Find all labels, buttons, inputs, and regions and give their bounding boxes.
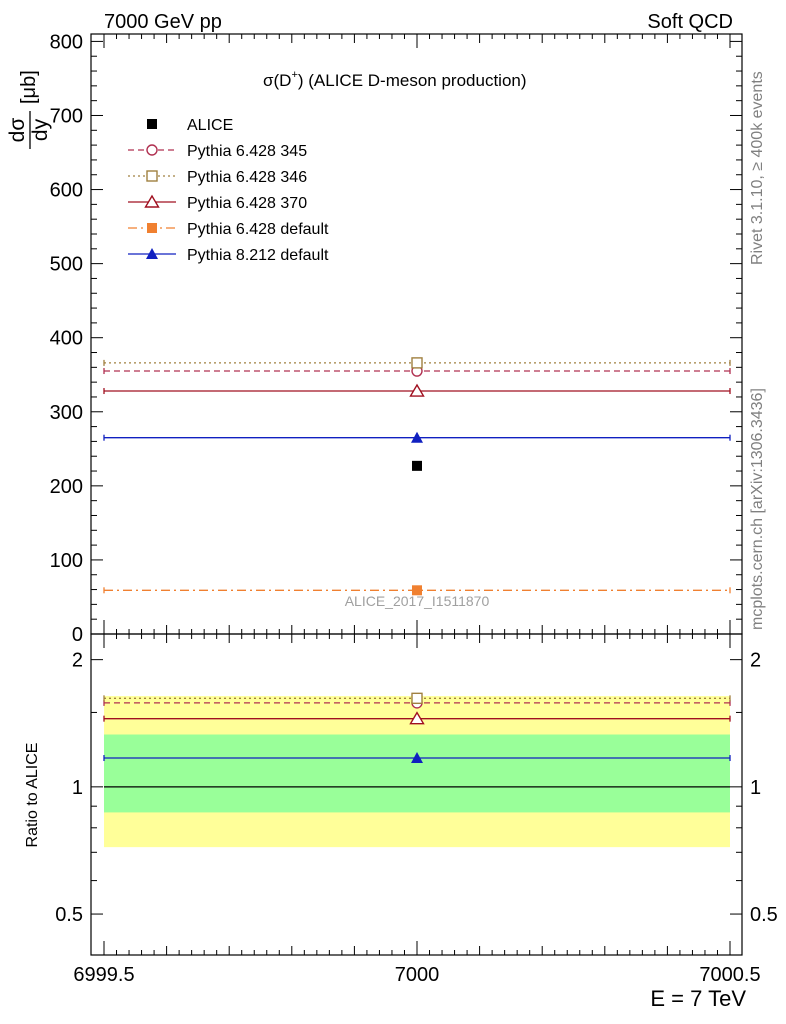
legend-marker-pythia-6-428-346	[146, 170, 158, 182]
header-left: 7000 GeV pp	[104, 11, 222, 33]
ratio-xtick-label: 6999.5	[73, 964, 134, 986]
legend-label-pythia-8-212-default: Pythia 8.212 default	[187, 247, 329, 264]
legend-label-pythia-6-428-346: Pythia 6.428 346	[187, 169, 307, 186]
legend-label-alice: ALICE	[187, 117, 233, 134]
ratio-series	[103, 692, 731, 788]
main-ytick-label: 100	[50, 550, 83, 572]
legend-marker-pythia-6-428-default	[147, 223, 157, 233]
ratio-ytick-label-left: 1	[72, 777, 83, 799]
ratio-ylabel: Ratio to ALICE	[24, 743, 41, 848]
legend-marker-alice	[147, 119, 157, 129]
legend-label-pythia-6-428-345: Pythia 6.428 345	[187, 143, 307, 160]
main-ytick-label: 400	[50, 328, 83, 350]
main-ytick-label: 300	[50, 402, 83, 424]
ratio-xtick-label: 7000.5	[699, 964, 760, 986]
mcplots-label: mcplots.cern.ch [arXiv:1306.3436]	[749, 388, 766, 630]
ylabel-numerator: dσ	[6, 118, 29, 143]
band-alice-statistical-uncertainty	[104, 734, 730, 813]
ratio-axes: 0.5 0.5 1 1 2 2 6999.5 7000 7000.5	[55, 633, 778, 986]
ratio-xtick-label: 7000	[395, 964, 440, 986]
legend: ALICE Pythia 6.428 345 Pythia 6.428 346 Pyt…	[128, 117, 329, 264]
legend-label-pythia-6-428-default: Pythia 6.428 default	[187, 221, 329, 238]
ratio-marker-pythia-6-428-370	[409, 711, 425, 725]
ratio-ytick-label-right: 0.5	[750, 904, 778, 926]
ratio-ytick-label-right: 2	[750, 650, 761, 672]
header-right: Soft QCD	[647, 11, 733, 33]
main-marker-pythia-8-212-default	[411, 431, 423, 443]
main-series	[103, 357, 731, 596]
analysis-watermark: ALICE_2017_I1511870	[345, 593, 490, 609]
main-marker-pythia-6-428-default	[412, 585, 422, 596]
ratio-ytick-label-left: 2	[72, 650, 83, 672]
legend-label-pythia-6-428-370: Pythia 6.428 370	[187, 195, 307, 212]
main-ytick-label: 700	[50, 105, 83, 127]
ratio-ytick-label-left: 0.5	[55, 904, 83, 926]
ratio-ytick-label-right: 1	[750, 777, 761, 799]
main-ylabel: dσ dy [μb]	[6, 70, 52, 149]
legend-marker-pythia-8-212-default	[146, 248, 158, 259]
main-marker-alice	[412, 460, 422, 471]
ratio-marker-pythia-6-428-346	[411, 692, 423, 705]
ylabel-denominator: dy	[29, 118, 52, 141]
main-ytick-label: 0	[72, 624, 83, 646]
main-marker-pythia-6-428-370	[409, 383, 425, 397]
rivet-label: Rivet 3.1.10, ≥ 400k events	[749, 71, 766, 265]
main-ytick-label: 600	[50, 180, 83, 202]
xlabel: E = 7 TeV	[650, 986, 746, 1011]
legend-marker-pythia-6-428-370	[144, 194, 160, 208]
main-ytick-label: 200	[50, 476, 83, 498]
main-title: σ(D+) (ALICE D-meson production)	[263, 69, 527, 90]
ratio-panel: 0.5 0.5 1 1 2 2 6999.5 7000 7000.5	[55, 633, 778, 986]
ratio-marker-pythia-8-212-default	[411, 752, 423, 764]
legend-marker-pythia-6-428-345	[146, 144, 158, 156]
main-marker-pythia-6-428-346	[411, 357, 423, 369]
ylabel-unit: [μb]	[18, 70, 40, 104]
main-ytick-label: 500	[50, 254, 83, 276]
main-ytick-label: 800	[50, 31, 83, 53]
